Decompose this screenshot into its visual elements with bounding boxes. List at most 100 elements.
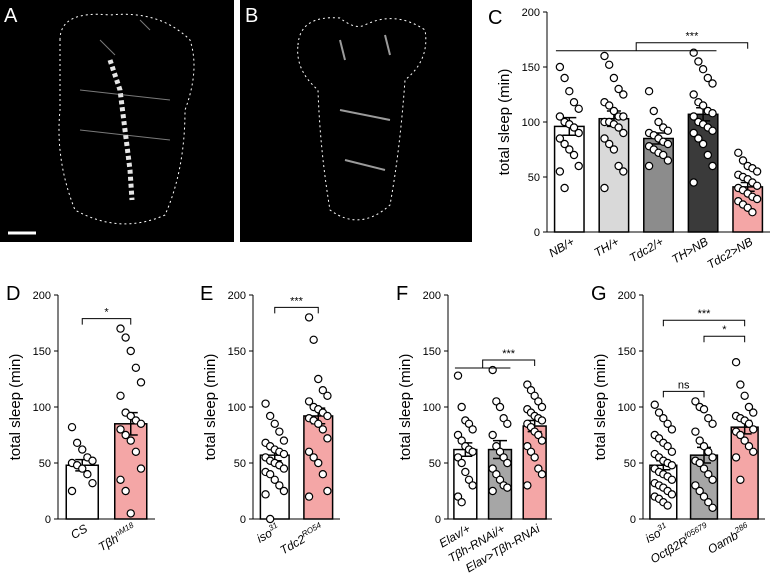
data-point — [695, 436, 704, 445]
data-point — [453, 371, 463, 380]
data-point — [523, 481, 532, 490]
data-point — [663, 139, 673, 149]
data-point — [644, 161, 654, 171]
data-point — [468, 425, 477, 434]
data-point — [752, 194, 762, 204]
y-tick-label: 200 — [522, 7, 540, 19]
data-point — [619, 112, 628, 121]
data-point — [131, 363, 141, 372]
data-point — [619, 90, 628, 99]
panel-label: E — [200, 283, 213, 305]
y-tick-label: 100 — [33, 402, 51, 414]
data-point — [749, 408, 758, 417]
data-point — [749, 447, 758, 456]
data-point — [530, 453, 539, 462]
data-point — [703, 73, 713, 83]
data-point — [663, 501, 672, 510]
x-tick-label: Tdc2>NB — [705, 234, 756, 271]
data-point — [708, 126, 717, 136]
y-tick-label: 0 — [240, 514, 246, 526]
panel-label: F — [396, 283, 408, 305]
x-tick-label: iso31 — [254, 521, 283, 546]
y-tick-label: 100 — [423, 402, 441, 414]
data-point — [574, 128, 583, 138]
data-point — [136, 378, 146, 387]
data-point — [503, 483, 512, 492]
y-tick-label: 150 — [522, 62, 540, 74]
data-point — [619, 167, 628, 176]
data-point — [503, 419, 512, 428]
data-point — [708, 79, 717, 88]
bar — [643, 137, 674, 233]
category-name: TH>NB — [669, 234, 710, 266]
data-point — [461, 467, 470, 477]
data-point — [694, 57, 703, 66]
y-tick-label: 150 — [423, 346, 441, 358]
data-point — [695, 486, 704, 496]
data-point — [83, 470, 92, 479]
data-point — [600, 134, 609, 143]
y-axis-label: total sleep (min) — [592, 354, 609, 461]
data-point — [116, 324, 125, 333]
data-point — [468, 481, 477, 490]
data-point — [691, 481, 700, 490]
data-point — [136, 464, 146, 473]
neurites — [79, 19, 171, 141]
data-point — [565, 145, 574, 154]
data-point — [537, 436, 547, 445]
data-point — [574, 104, 583, 114]
data-point — [704, 498, 713, 507]
data-point — [644, 86, 654, 96]
data-point — [488, 486, 497, 496]
data-point — [734, 148, 743, 157]
data-point — [663, 419, 672, 428]
data-point — [279, 449, 289, 459]
data-point — [265, 514, 275, 524]
data-point — [691, 427, 700, 436]
data-point — [752, 167, 762, 176]
data-point — [126, 346, 135, 356]
data-point — [663, 156, 673, 165]
data-point — [667, 425, 677, 434]
data-point — [744, 402, 754, 412]
data-point — [744, 442, 754, 451]
data-point — [136, 419, 146, 428]
data-point — [468, 447, 477, 456]
data-point — [323, 411, 332, 421]
data-point — [323, 434, 332, 443]
data-point — [131, 447, 141, 456]
data-point — [265, 470, 275, 479]
data-point — [708, 453, 717, 462]
data-point — [67, 486, 77, 496]
panel-label: A — [4, 5, 18, 27]
data-point — [565, 86, 574, 96]
y-tick-label: 50 — [624, 458, 636, 470]
y-tick-label: 150 — [228, 346, 246, 358]
data-point — [279, 486, 289, 496]
panel-label: D — [6, 283, 20, 305]
data-point — [555, 112, 565, 121]
data-point — [667, 447, 677, 456]
data-point — [270, 419, 279, 428]
data-point — [731, 453, 741, 462]
x-tick-label: Tdc2/+ — [627, 234, 666, 265]
micrograph-a — [0, 0, 234, 242]
data-point — [698, 101, 708, 110]
data-point — [560, 183, 569, 193]
significance-bracket — [274, 306, 319, 314]
data-point — [318, 425, 328, 434]
y-tick-label: 200 — [618, 290, 636, 302]
data-point — [740, 391, 749, 400]
significance-label: *** — [686, 31, 700, 43]
data-point — [698, 64, 708, 74]
data-point — [604, 101, 614, 110]
data-point — [752, 181, 762, 190]
category-superscript: RO54 — [300, 520, 323, 539]
neurons — [107, 59, 135, 201]
data-point — [604, 139, 614, 149]
data-point — [116, 391, 125, 400]
category-name: iso — [254, 526, 275, 546]
y-axis-label: total sleep (min) — [7, 354, 24, 461]
data-point — [748, 207, 757, 217]
data-point — [699, 464, 709, 473]
